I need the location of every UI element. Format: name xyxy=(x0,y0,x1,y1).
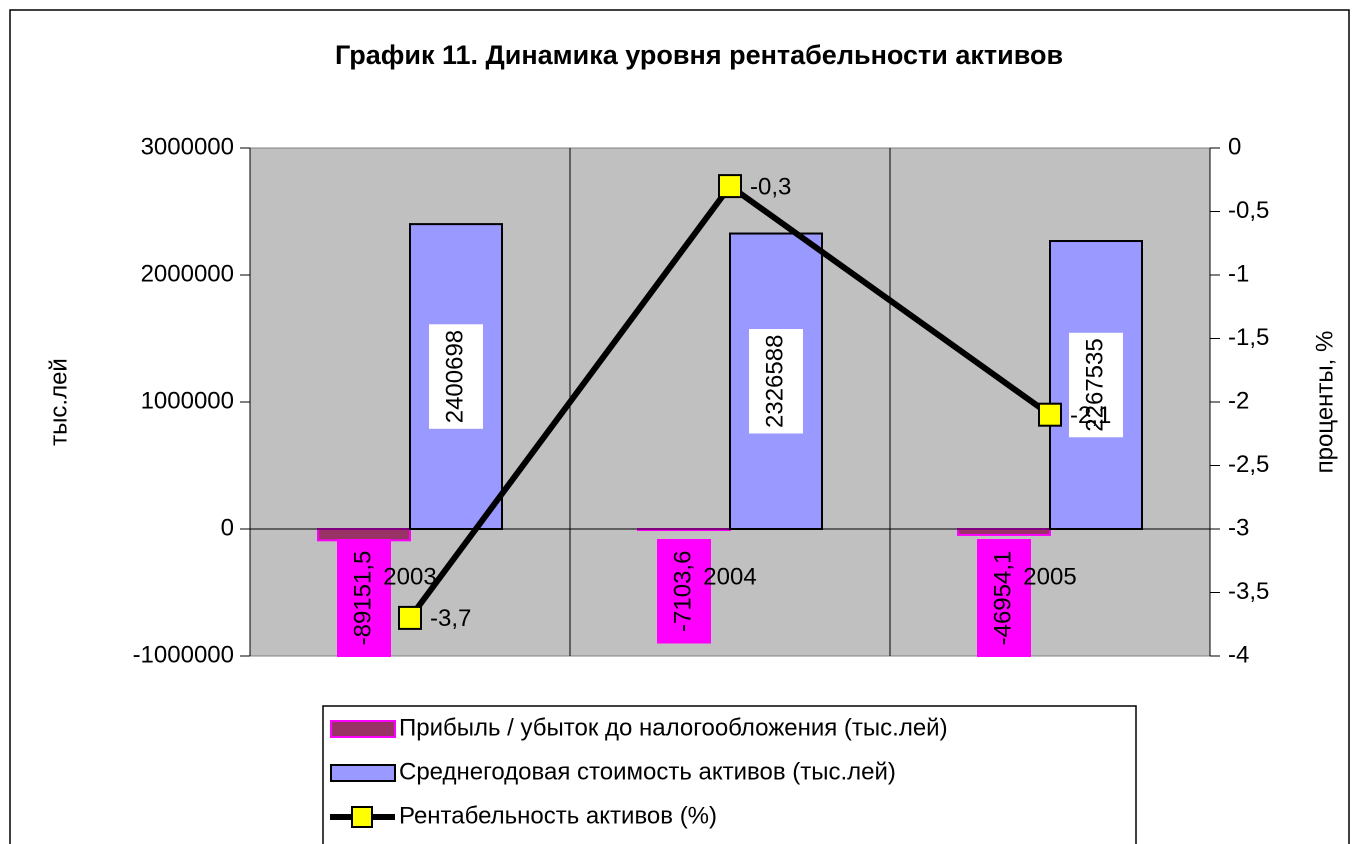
y2-tick-label: 0 xyxy=(1228,133,1241,160)
data-label-box xyxy=(1069,332,1123,438)
y2-tick-label: -4 xyxy=(1228,641,1249,668)
legend-label: Среднегодовая стоимость активов (тыс.лей… xyxy=(399,758,896,785)
legend-swatch xyxy=(330,764,396,782)
legend-label: Прибыль / убыток до налогообложения (тыс… xyxy=(399,714,948,741)
chart-title: График 11. Динамика уровня рентабельност… xyxy=(335,40,1063,70)
y-tick-label: 1000000 xyxy=(141,387,234,414)
y-axis-title: тыс.лей xyxy=(45,358,72,446)
legend-swatch-marker xyxy=(351,806,373,828)
x-tick-label: 2003 xyxy=(383,563,436,590)
data-label: 2267535 xyxy=(1081,338,1108,431)
data-label: 2326588 xyxy=(761,335,788,428)
y2-axis-title: проценты, % xyxy=(1311,331,1338,474)
data-label: -0,3 xyxy=(750,173,791,200)
legend-swatch xyxy=(330,720,396,738)
marker xyxy=(398,605,422,630)
bar xyxy=(957,528,1051,536)
data-label: -46954,1 xyxy=(989,551,1016,646)
data-label: 2400698 xyxy=(441,330,468,423)
y-tick-label: -1000000 xyxy=(133,641,234,668)
y-tick-label: 0 xyxy=(221,514,234,541)
data-label-box xyxy=(749,329,803,434)
y2-tick-label: -1,5 xyxy=(1228,324,1269,351)
legend xyxy=(322,705,1137,844)
legend-label: Рентабельность активов (%) xyxy=(399,802,717,829)
data-label-box xyxy=(429,324,483,429)
y2-tick-label: -3,5 xyxy=(1228,578,1269,605)
y2-tick-label: -2 xyxy=(1228,387,1249,414)
data-label: -89151,5 xyxy=(349,551,376,646)
y2-tick-label: -3 xyxy=(1228,514,1249,541)
y2-tick-label: -0,5 xyxy=(1228,197,1269,224)
y2-tick-label: -2,5 xyxy=(1228,451,1269,478)
data-label-box xyxy=(977,539,1031,657)
data-label: -3,7 xyxy=(430,605,471,632)
marker xyxy=(718,174,742,199)
y2-tick-label: -1 xyxy=(1228,260,1249,287)
data-label-box xyxy=(657,539,711,644)
x-tick-label: 2004 xyxy=(703,563,756,590)
bar xyxy=(409,223,503,530)
y-tick-label: 2000000 xyxy=(141,260,234,287)
y-tick-label: 3000000 xyxy=(141,133,234,160)
marker xyxy=(1038,402,1062,427)
x-tick-label: 2005 xyxy=(1023,563,1076,590)
bar xyxy=(317,528,411,542)
data-label: -2,1 xyxy=(1070,402,1111,429)
data-label: -7103,6 xyxy=(669,551,696,632)
data-label-box xyxy=(337,539,391,657)
